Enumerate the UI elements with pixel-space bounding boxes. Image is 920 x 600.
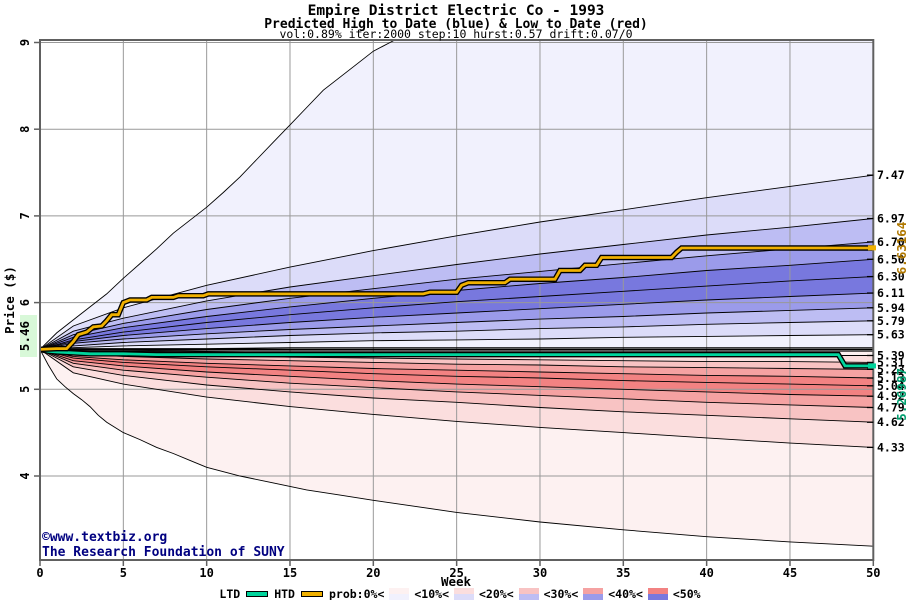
right-band-value-label: 6.50 bbox=[877, 252, 905, 266]
y-tick-label: 7 bbox=[18, 212, 32, 219]
legend-prob-step-label: <10%< bbox=[414, 587, 449, 600]
y-tick-label: 5 bbox=[18, 386, 32, 393]
simulation-params: vol:0.89% iter:2000 step:10 hurst:0.57 d… bbox=[279, 27, 632, 41]
right-band-value-label: 6.30 bbox=[877, 270, 905, 284]
prob-band-high-30pct bbox=[40, 241, 874, 350]
band-boundary-high-median bbox=[40, 276, 874, 350]
price-series-lines bbox=[40, 245, 874, 369]
band-boundary-low-median bbox=[40, 348, 874, 387]
prob-band-low-60pct bbox=[40, 349, 874, 386]
band-boundary-low-10pct bbox=[40, 349, 874, 448]
band-boundary-low-60pct bbox=[40, 348, 874, 379]
ltd-line bbox=[40, 348, 874, 368]
band-boundary-high-80pct bbox=[40, 320, 874, 350]
legend-prob-swatch-1 bbox=[389, 588, 410, 600]
band-boundary-high-70pct bbox=[40, 307, 874, 350]
x-axis-title: Week bbox=[441, 574, 472, 589]
band-boundary-high-60pct bbox=[40, 292, 874, 350]
y-tick-label: 8 bbox=[18, 126, 32, 133]
band-boundary-high-30pct bbox=[40, 241, 874, 350]
right-band-value-label: 6.11 bbox=[877, 286, 905, 300]
y-tick-label: 4 bbox=[18, 472, 32, 479]
x-tick-label: 15 bbox=[283, 566, 297, 580]
band-boundary-high-10pct bbox=[40, 174, 874, 350]
band-boundary-lines bbox=[40, 40, 874, 547]
watermark-org: The Research Foundation of SUNY bbox=[42, 545, 285, 560]
ltd-final-value-label: 5.26987 bbox=[894, 368, 909, 421]
htd-final-value-label: 6.63164 bbox=[894, 222, 909, 275]
right-band-value-label: 7.47 bbox=[877, 168, 905, 182]
prob-band-low-70pct bbox=[40, 349, 874, 378]
band-boundary-low-20pct bbox=[40, 349, 874, 423]
prob-band-high-20pct bbox=[40, 218, 874, 350]
legend-htd-label: HTD bbox=[274, 587, 295, 600]
band-boundary-high-20pct bbox=[40, 218, 874, 350]
right-band-value-label: 5.63 bbox=[877, 328, 905, 342]
watermark-url: ©www.textbiz.org bbox=[42, 530, 167, 545]
legend-probability-steps: <10%< <20%< <30%< <40%< <50% bbox=[387, 587, 701, 600]
right-band-value-label: 5.23 bbox=[877, 362, 905, 376]
x-tick-label: 10 bbox=[199, 566, 213, 580]
band-boundary-low-0pct-envelope bbox=[40, 349, 874, 547]
y-tick-label: 6 bbox=[18, 299, 32, 306]
prob-band-low-30pct bbox=[40, 349, 874, 423]
prob-band-low-40pct bbox=[40, 349, 874, 408]
x-tick-label: 40 bbox=[699, 566, 713, 580]
ltd-line-swatch bbox=[246, 591, 269, 597]
right-band-value-label: 6.70 bbox=[877, 235, 905, 249]
right-band-value-label: 5.79 bbox=[877, 314, 905, 328]
legend-prob-step-label: <20%< bbox=[479, 587, 514, 600]
legend-ltd-label: LTD bbox=[219, 587, 241, 600]
legend-prob-swatch-4 bbox=[583, 588, 604, 600]
x-tick-label: 20 bbox=[366, 566, 380, 580]
start-price-label: 5.46 bbox=[17, 321, 32, 351]
band-boundary-low-40pct bbox=[40, 348, 874, 397]
x-tick-label: 0 bbox=[36, 566, 43, 580]
x-tick-label: 25 bbox=[449, 566, 463, 580]
prob-band-high-40pct bbox=[40, 259, 874, 350]
right-band-value-label: 5.31 bbox=[877, 355, 905, 369]
legend-prob-step-label: <40%< bbox=[608, 587, 643, 600]
legend-prob-swatch-5 bbox=[647, 588, 668, 600]
prob-band-low-20pct bbox=[40, 349, 874, 448]
htd-line bbox=[40, 246, 874, 351]
right-band-value-label: 5.39 bbox=[877, 348, 905, 362]
right-band-value-label: 4.62 bbox=[877, 415, 905, 429]
right-band-value-label: 4.79 bbox=[877, 401, 905, 415]
chart-legend: LTD HTD prob:0%< <10%< <20%< <30%< <40%< <50… bbox=[0, 587, 920, 600]
x-tick-label: 5 bbox=[120, 566, 127, 580]
htd-line-swatch bbox=[300, 591, 323, 597]
legend-prob-swatch-3 bbox=[518, 588, 539, 600]
band-boundary-high-90pct bbox=[40, 334, 874, 350]
chart-subtitle: Predicted High to Date (blue) & Low to D… bbox=[264, 17, 648, 32]
band-boundary-low-30pct bbox=[40, 348, 874, 408]
legend-prob-step-label: <30%< bbox=[543, 587, 579, 600]
x-tick-label: 30 bbox=[533, 566, 547, 580]
right-band-value-label: 5.04 bbox=[877, 379, 905, 393]
x-tick-label: 45 bbox=[783, 566, 797, 580]
axis-ticks-and-labels: 0 5 10 15 20 25 30 35 40 45 504567897.476.976.706.… bbox=[18, 39, 905, 580]
right-band-value-label: 6.97 bbox=[877, 212, 905, 226]
legend-prob-swatch-2 bbox=[454, 588, 474, 600]
right-band-value-label: 5.94 bbox=[877, 301, 905, 315]
x-tick-label: 50 bbox=[866, 566, 880, 580]
band-boundary-high-0pct-envelope bbox=[40, 40, 396, 350]
start-price-label-bg bbox=[20, 315, 37, 357]
prob-band-low-median bbox=[40, 349, 874, 397]
right-band-value-label: 4.92 bbox=[877, 389, 905, 403]
legend-prob-label: prob:0%< bbox=[328, 587, 385, 600]
y-tick-label: 9 bbox=[18, 39, 32, 46]
y-axis-title: Price ($) bbox=[2, 266, 17, 334]
right-band-value-label: 5.13 bbox=[877, 371, 905, 385]
x-tick-label: 35 bbox=[616, 566, 630, 580]
right-band-value-label: 4.33 bbox=[877, 440, 905, 454]
legend-prob-step-label: <50% bbox=[672, 587, 701, 600]
chart-title: Empire District Electric Co - 1993 bbox=[308, 3, 605, 19]
